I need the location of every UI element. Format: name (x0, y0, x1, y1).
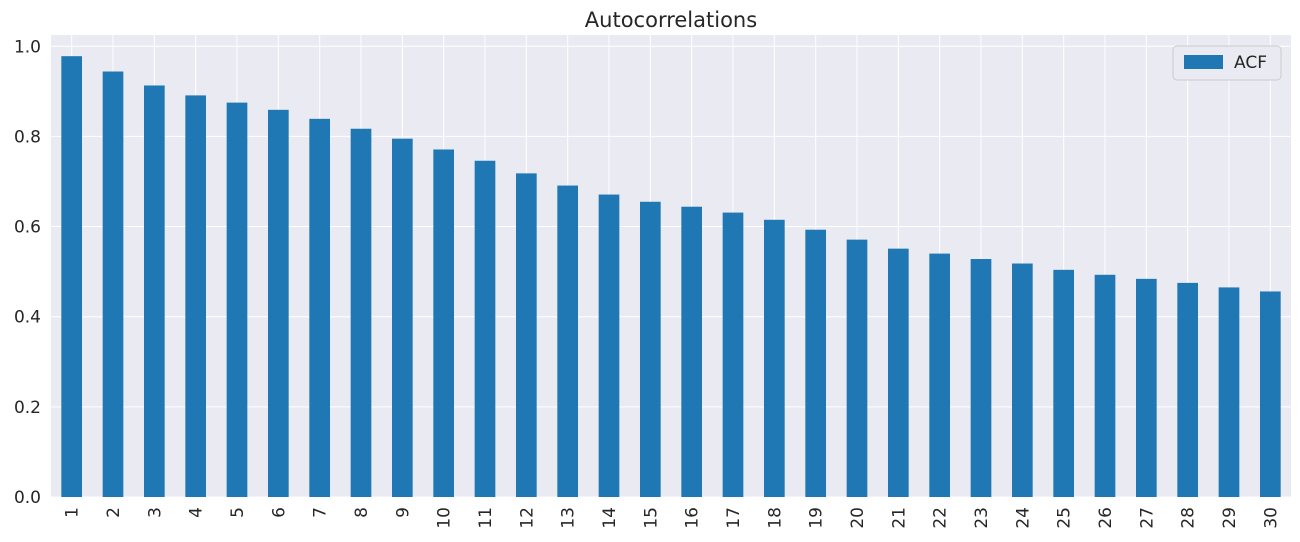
y-tick-label: 1.0 (14, 37, 41, 57)
bar-lag-2 (102, 71, 124, 497)
x-tick-label: 20 (848, 507, 868, 529)
x-tick-label: 28 (1179, 507, 1199, 529)
bar-lag-15 (640, 201, 661, 497)
bar-lag-4 (185, 95, 206, 498)
bar-lag-8 (350, 128, 372, 497)
bar-lag-27 (1136, 278, 1157, 497)
bar-lag-30 (1260, 291, 1281, 497)
legend-swatch (1184, 55, 1223, 69)
x-tick-label: 8 (352, 507, 372, 518)
x-tick-label: 13 (559, 507, 579, 529)
x-tick-label: 29 (1220, 507, 1240, 529)
bar-lag-7 (309, 118, 330, 498)
y-tick-label: 0.4 (14, 308, 41, 328)
bar-lag-1 (61, 56, 82, 498)
x-tick-label: 23 (972, 507, 992, 529)
x-tick-label: 14 (600, 507, 620, 529)
x-tick-label: 6 (269, 507, 289, 518)
y-tick-label: 0.6 (14, 218, 41, 238)
x-tick-label: 9 (393, 507, 413, 518)
x-tick-labels: 1 2 3 4 5 6 7 8 9 10 11 12 13 14 15 16 17 18 19 20 21 22 23 24 2… (63, 507, 1282, 529)
x-tick-label: 15 (641, 507, 661, 529)
x-tick-label: 7 (311, 507, 331, 518)
x-tick-label: 12 (517, 507, 537, 529)
x-tick-label: 4 (187, 507, 207, 518)
bar-lag-6 (268, 109, 289, 497)
bar-lag-5 (226, 102, 248, 498)
y-gridlines (51, 45, 1291, 498)
x-tick-label: 26 (1096, 507, 1116, 529)
chart-title: Autocorrelations (585, 8, 757, 32)
bar-lag-22 (929, 253, 950, 497)
x-tick-label: 5 (228, 507, 248, 518)
x-tick-label: 19 (807, 507, 827, 529)
bar-lag-16 (681, 206, 702, 498)
x-tick-label: 16 (683, 507, 703, 529)
bar-lag-13 (557, 185, 578, 498)
bar-lag-20 (846, 239, 868, 497)
y-tick-labels: 0.0 0.2 0.4 0.6 0.8 1.0 (14, 37, 41, 508)
legend-box (1172, 45, 1282, 81)
bar-lag-28 (1177, 282, 1198, 497)
x-tick-label: 24 (1013, 507, 1033, 529)
y-tick-label: 0.8 (14, 127, 41, 147)
x-tick-label: 11 (476, 507, 496, 529)
bar-lag-11 (474, 160, 496, 497)
x-tick-label: 18 (765, 507, 785, 529)
legend-label-acf: ACF (1234, 53, 1267, 73)
y-tick-label: 0.0 (14, 488, 41, 508)
legend: ACF (1172, 45, 1282, 81)
x-tick-label: 22 (931, 507, 951, 529)
bar-lag-9 (392, 138, 413, 498)
bar-lag-21 (888, 248, 909, 497)
x-tick-label: 3 (145, 507, 165, 518)
bar-lag-24 (1012, 263, 1033, 497)
x-tick-label: 27 (1137, 507, 1157, 529)
bar-lag-25 (1053, 269, 1074, 497)
x-tick-label: 10 (435, 507, 455, 529)
bar-lag-14 (598, 194, 620, 497)
x-tick-label: 30 (1261, 507, 1281, 529)
x-tick-label: 1 (63, 507, 83, 518)
x-tick-label: 17 (724, 507, 744, 529)
bar-lag-3 (144, 85, 165, 498)
bar-lag-19 (805, 229, 826, 497)
bars (61, 56, 1281, 498)
bar-lag-18 (764, 219, 785, 498)
bar-lag-26 (1094, 274, 1116, 497)
bar-lag-10 (433, 149, 454, 498)
x-tick-label: 2 (104, 507, 124, 518)
bar-lag-23 (970, 259, 992, 497)
y-tick-label: 0.2 (14, 398, 41, 418)
bar-lag-12 (516, 173, 537, 497)
x-tick-label: 21 (889, 507, 909, 529)
bar-lag-17 (722, 212, 744, 497)
plot-background (51, 35, 1291, 497)
bar-lag-29 (1218, 287, 1240, 497)
x-tick-label: 25 (1055, 507, 1075, 529)
